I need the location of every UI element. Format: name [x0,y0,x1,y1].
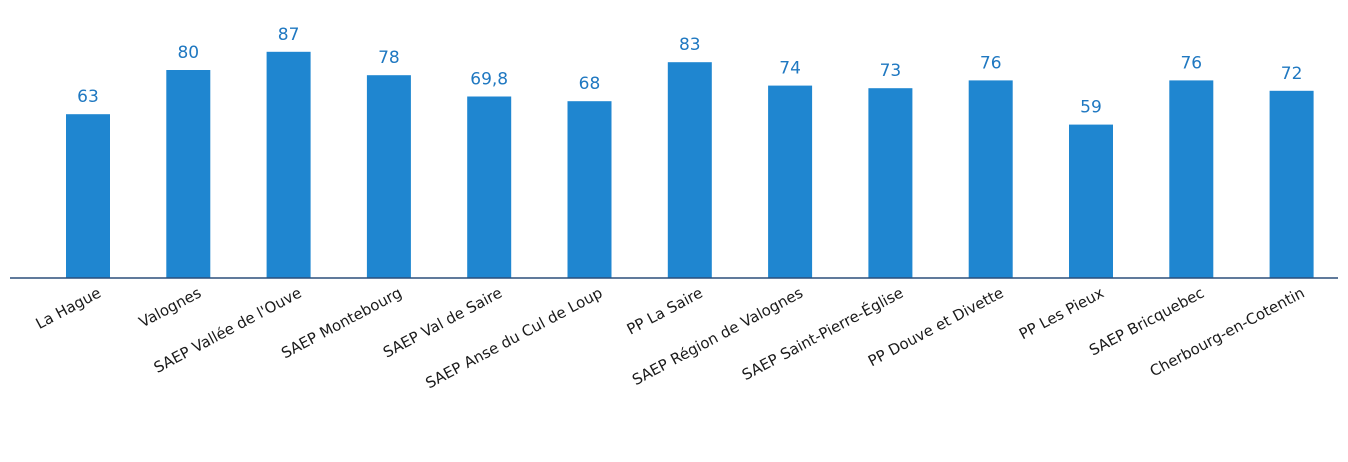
bar-7 [768,85,813,278]
data-label-0: 63 [77,87,99,107]
bar-9 [968,80,1013,279]
bar-2 [266,51,311,278]
data-label-7: 74 [779,59,801,79]
data-label-4: 69,8 [470,70,508,90]
data-label-2: 87 [278,25,300,45]
bars-layer [66,51,1314,279]
x-tick-label-7: SAEP Région de Valognes [629,284,806,390]
x-tick-label-6: PP La Saire [624,284,706,339]
data-label-10: 59 [1080,98,1102,118]
x-tick-label-10: PP Les Pieux [1016,284,1107,344]
x-tick-label-5: SAEP Anse du Cul de Loup [423,284,606,393]
bar-1 [166,70,211,278]
bar-11 [1169,80,1214,279]
bar-12 [1269,90,1314,278]
data-label-6: 83 [679,35,701,55]
x-tick-label-1: Valognes [136,284,204,332]
data-label-11: 76 [1180,53,1202,73]
bar-8 [868,88,913,278]
bar-0 [66,114,110,278]
value-labels-layer: 63 80 87 78 69,8 68 83 74 73 76 59 76 72 [77,25,1302,118]
bar-4 [467,96,512,278]
data-label-1: 80 [177,43,199,63]
bar-6 [667,62,712,279]
data-label-9: 76 [980,53,1002,73]
data-label-12: 72 [1281,64,1303,84]
data-label-3: 78 [378,48,400,68]
x-tick-label-8: SAEP Saint-Pierre-Église [739,283,907,384]
bar-3 [366,75,411,278]
data-label-5: 68 [579,74,601,94]
bar-10 [1069,124,1113,278]
x-tick-label-0: La Hague [33,284,104,333]
bar-5 [567,101,612,278]
data-label-8: 73 [880,61,902,81]
